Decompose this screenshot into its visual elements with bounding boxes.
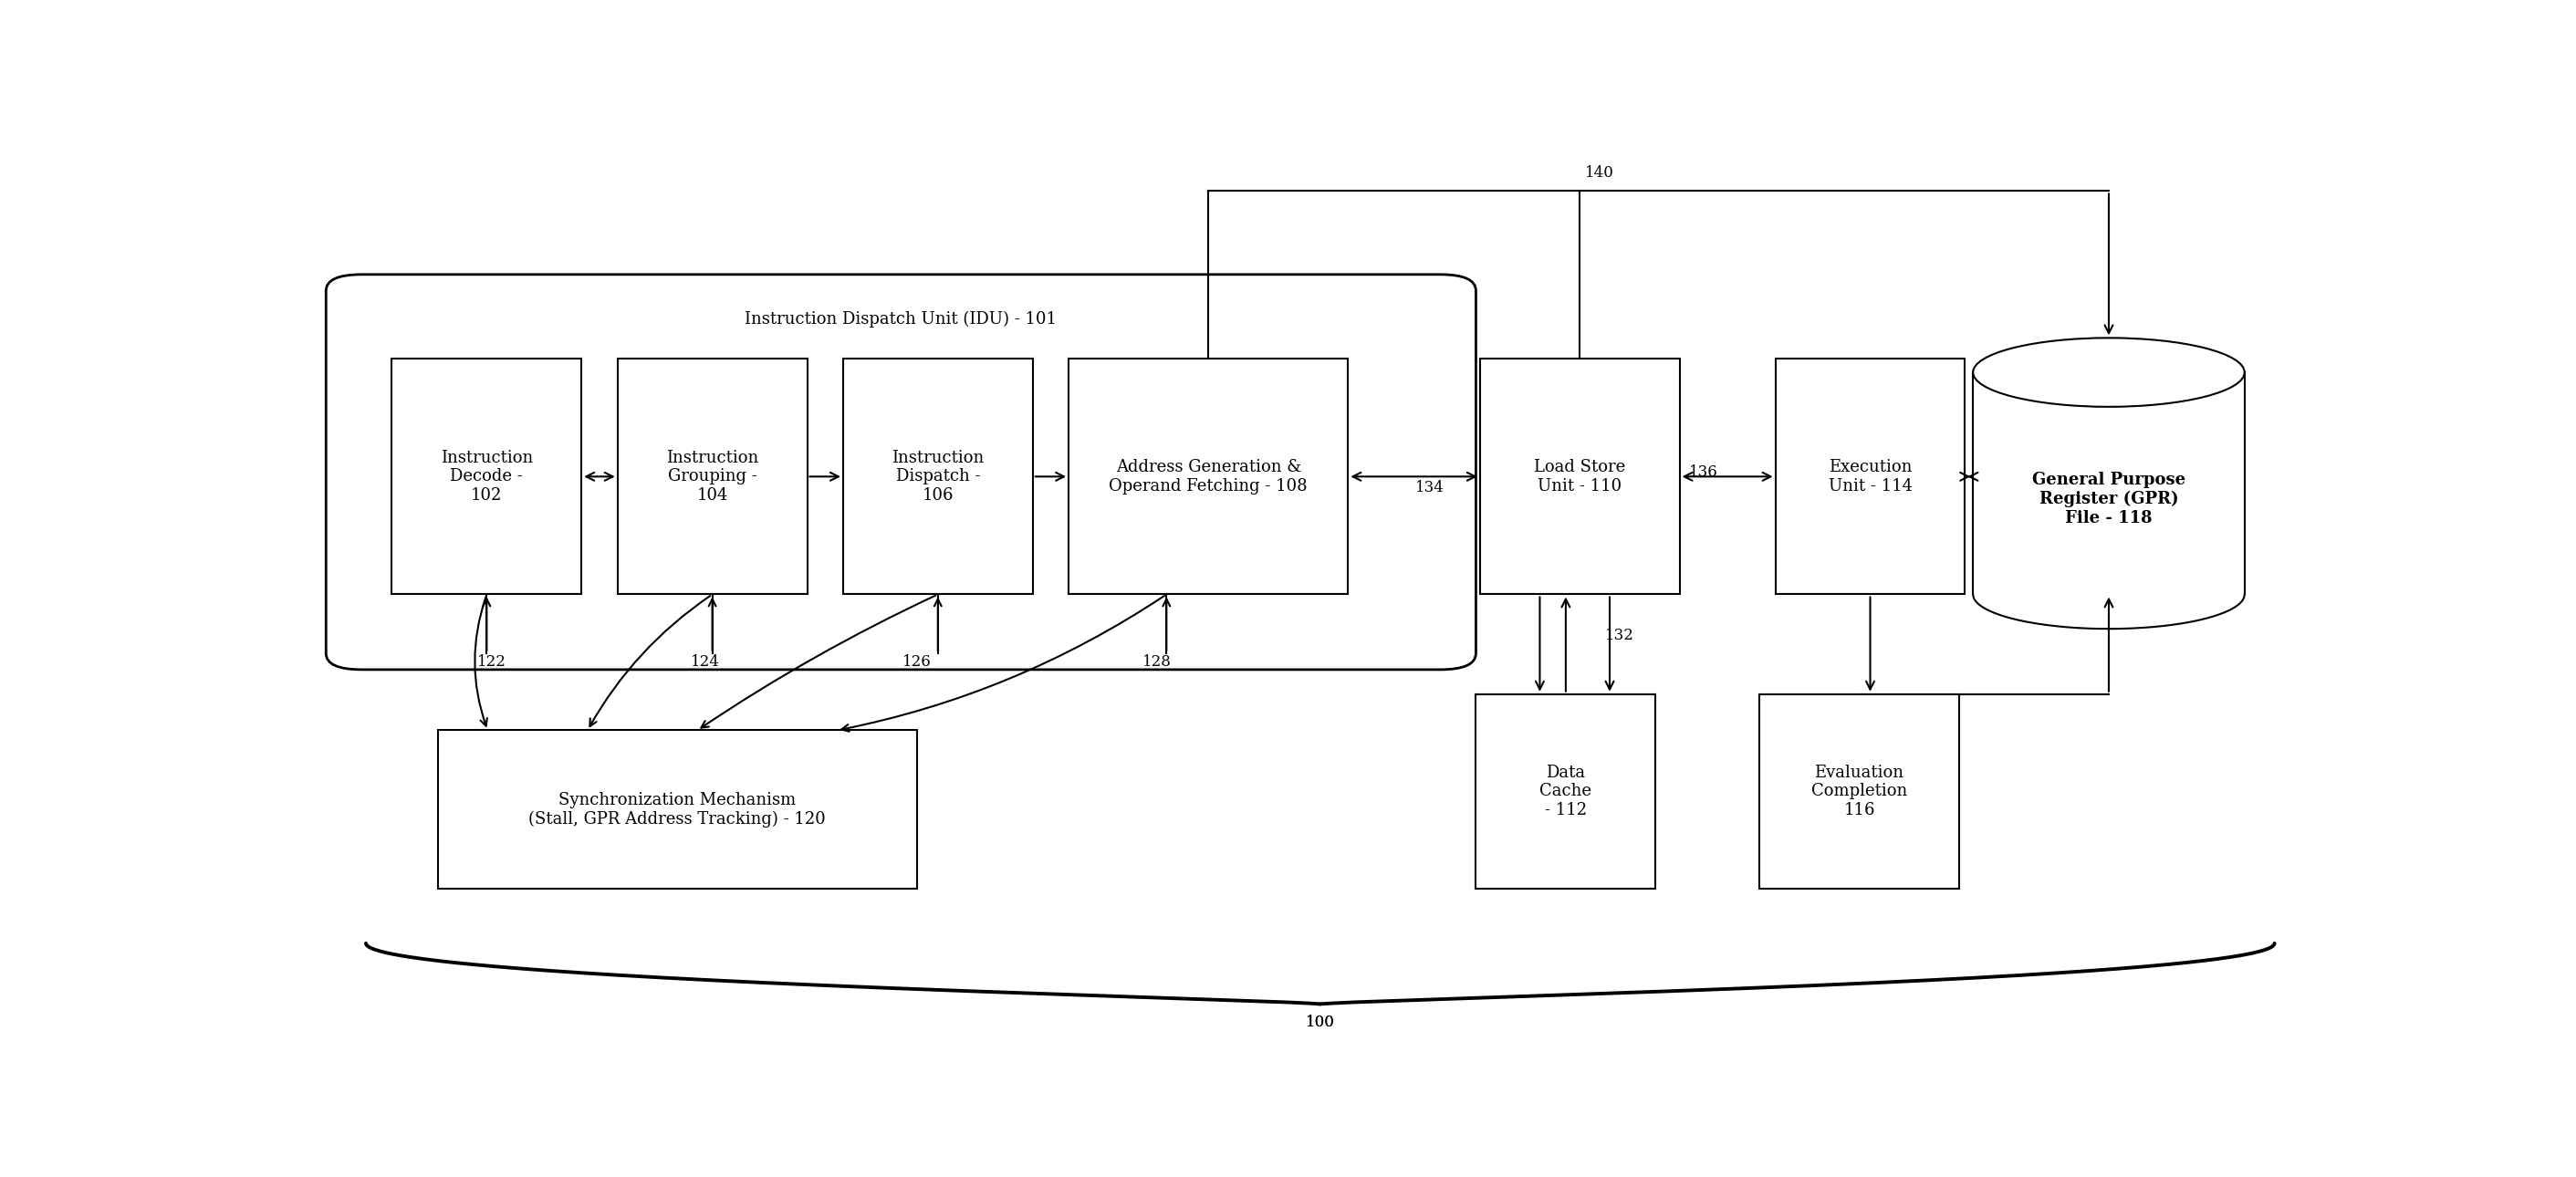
Bar [618, 359, 806, 594]
Text: Evaluation
Completion
116: Evaluation Completion 116 [1811, 764, 1906, 819]
Bar [1476, 694, 1656, 889]
Text: Instruction Dispatch Unit (IDU) - 101: Instruction Dispatch Unit (IDU) - 101 [744, 311, 1056, 327]
Text: Data
Cache
- 112: Data Cache - 112 [1540, 764, 1592, 819]
Text: Synchronization Mechanism
(Stall, GPR Address Tracking) - 120: Synchronization Mechanism (Stall, GPR Ad… [528, 792, 827, 827]
Text: 128: 128 [1141, 654, 1172, 670]
Text: 126: 126 [902, 654, 933, 670]
Text: 140: 140 [1584, 165, 1615, 181]
Bar [842, 359, 1033, 594]
Bar [438, 730, 917, 889]
Ellipse shape [1973, 338, 2244, 407]
Bar [1775, 359, 1965, 594]
Bar [1759, 694, 1960, 889]
Text: Instruction
Decode -
102: Instruction Decode - 102 [440, 450, 533, 504]
Text: 134: 134 [1414, 480, 1445, 496]
Bar [1069, 359, 1347, 594]
Text: 136: 136 [1690, 464, 1718, 480]
Text: 100: 100 [1306, 1015, 1334, 1030]
Bar [1973, 372, 2244, 594]
FancyBboxPatch shape [327, 274, 1476, 670]
Bar [392, 359, 582, 594]
Text: Load Store
Unit - 110: Load Store Unit - 110 [1533, 459, 1625, 494]
Text: Address Generation &
Operand Fetching - 108: Address Generation & Operand Fetching - … [1110, 459, 1309, 494]
Text: 124: 124 [690, 654, 719, 670]
Text: 100: 100 [1306, 1015, 1334, 1030]
Text: Instruction
Dispatch -
106: Instruction Dispatch - 106 [891, 450, 984, 504]
Text: Execution
Unit - 114: Execution Unit - 114 [1829, 459, 1911, 494]
Text: 122: 122 [477, 654, 507, 670]
Text: 132: 132 [1605, 627, 1633, 643]
Text: General Purpose
Register (GPR)
File - 118: General Purpose Register (GPR) File - 11… [2032, 472, 2184, 526]
Bar [1479, 359, 1680, 594]
Text: Instruction
Grouping -
104: Instruction Grouping - 104 [667, 450, 757, 504]
